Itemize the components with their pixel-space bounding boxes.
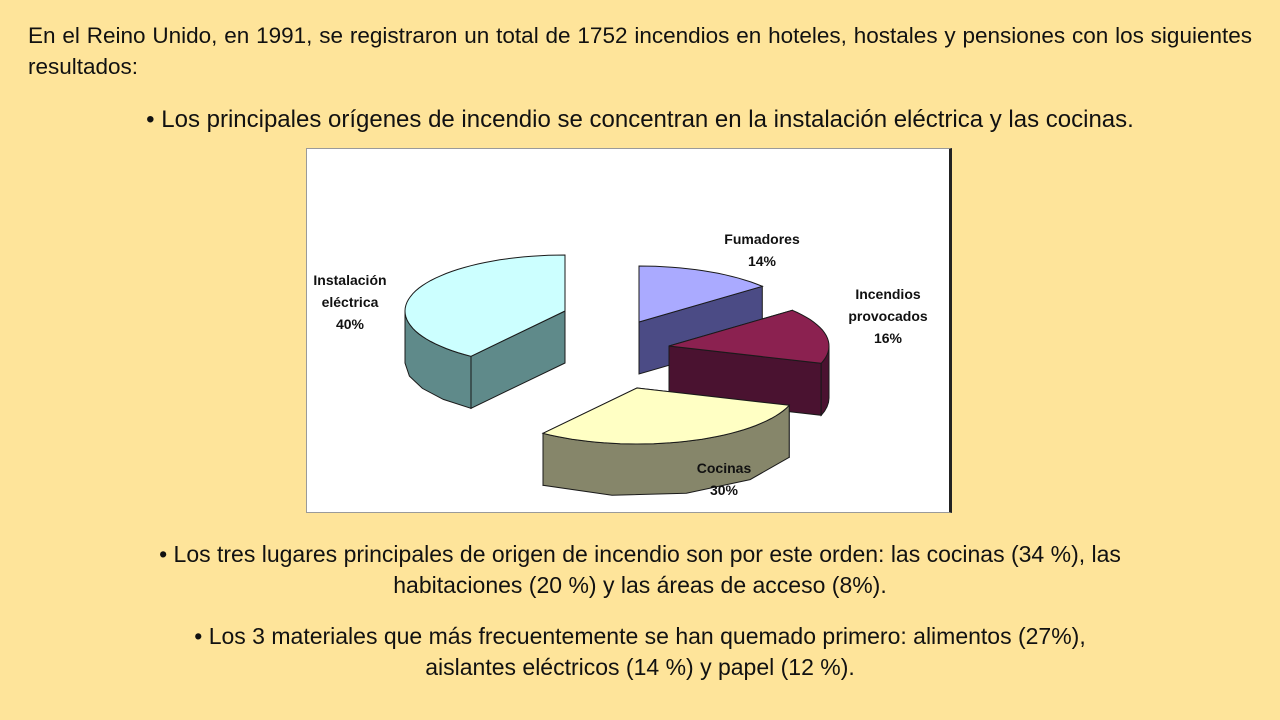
pie-slice-3 bbox=[404, 254, 566, 410]
bullet-materials-line1: • Los 3 materiales que más frecuentement… bbox=[194, 623, 1086, 649]
pie-slice-top-1 bbox=[668, 309, 830, 364]
pie-pct-label-3: 40% bbox=[336, 316, 365, 332]
pie-pct-label-2: 30% bbox=[710, 482, 739, 498]
pie-label-0: Fumadores 14% bbox=[724, 231, 800, 269]
pie-name-label-3: eléctrica bbox=[322, 294, 379, 310]
bullet-locations-line1: • Los tres lugares principales de origen… bbox=[159, 541, 1121, 567]
pie-name-label-3: Instalación bbox=[313, 272, 386, 288]
bullet-origins-text: • Los principales orígenes de incendio s… bbox=[146, 106, 1134, 133]
pie-label-1: Incendios provocados 16% bbox=[848, 286, 928, 346]
pie-slice-1 bbox=[668, 309, 830, 417]
pie-chart-svg: Fumadores 14% Incendios provocados 16% Cocina… bbox=[313, 231, 928, 498]
pie-slice-top-2 bbox=[541, 387, 791, 445]
pie-pct-label-1: 16% bbox=[874, 330, 903, 346]
pie-slice-top-0 bbox=[638, 265, 764, 323]
pie-slice-2 bbox=[541, 387, 791, 496]
pie-pct-label-0: 14% bbox=[748, 253, 777, 269]
bullet-locations-line2: habitaciones (20 %) y las áreas de acces… bbox=[393, 572, 887, 598]
pie-label-2: Cocinas 30% bbox=[697, 460, 752, 498]
pie-slice-top-3 bbox=[404, 254, 566, 357]
pie-name-label-2: Cocinas bbox=[697, 460, 752, 476]
bullet-origins: • Los principales orígenes de incendio s… bbox=[20, 104, 1260, 135]
pie-label-3: Instalación eléctrica 40% bbox=[313, 272, 386, 332]
pie-chart: Fumadores 14% Incendios provocados 16% Cocina… bbox=[306, 148, 952, 513]
pie-name-label-1: Incendios bbox=[855, 286, 921, 302]
bullet-materials: • Los 3 materiales que más frecuentement… bbox=[20, 621, 1260, 683]
bullet-materials-line2: aislantes eléctricos (14 %) y papel (12 … bbox=[425, 654, 855, 680]
intro-paragraph: En el Reino Unido, en 1991, se registrar… bbox=[28, 23, 1252, 79]
pie-name-label-1: provocados bbox=[848, 308, 928, 324]
pie-name-label-0: Fumadores bbox=[724, 231, 800, 247]
bullet-locations: • Los tres lugares principales de origen… bbox=[20, 539, 1260, 601]
